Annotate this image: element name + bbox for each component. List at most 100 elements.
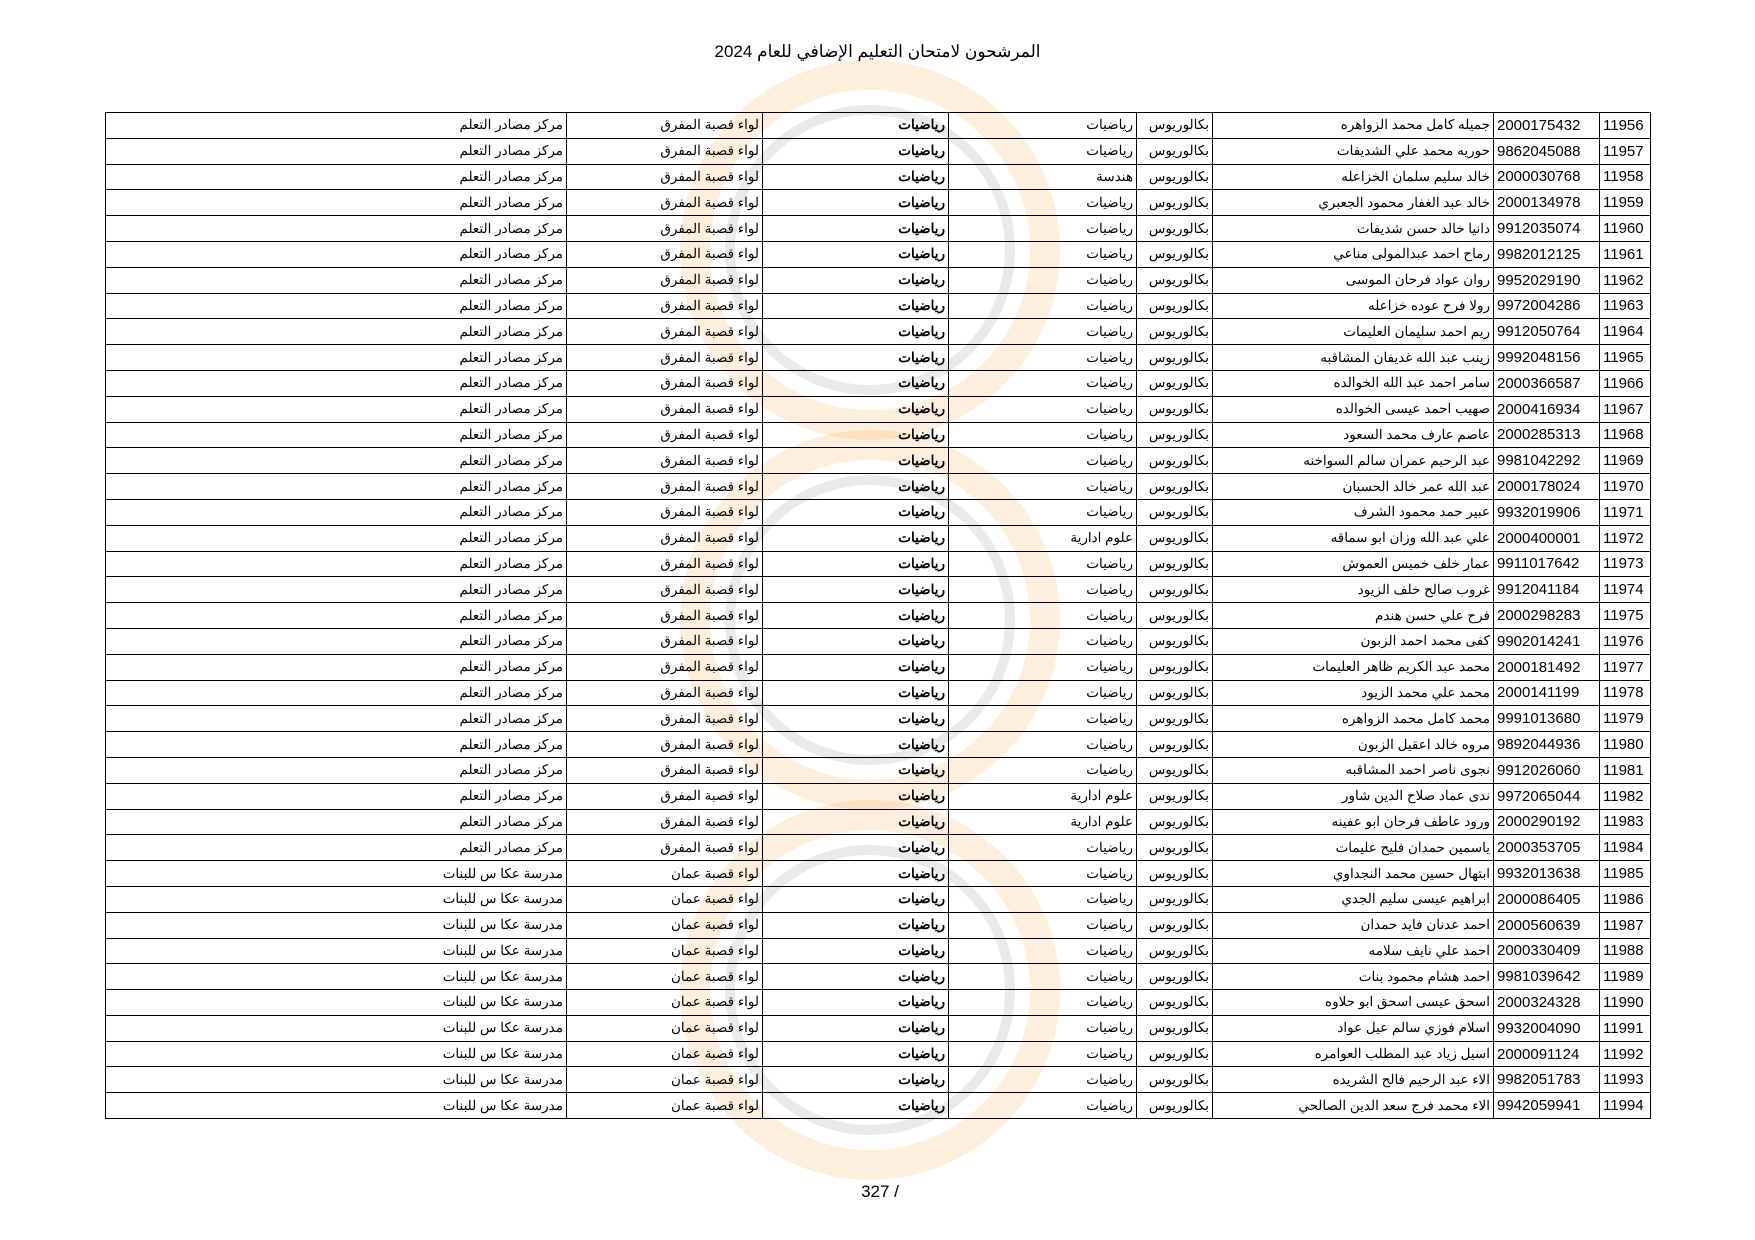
exam-center-cell: مدرسة عكا س للبنات <box>105 937 567 965</box>
degree-cell: بكالوريوس <box>1136 705 1213 733</box>
national-id-cell: 9982051783 <box>1493 1066 1600 1094</box>
subject-cell: رياضيات <box>762 963 949 991</box>
major-cell: رياضيات <box>948 679 1137 707</box>
seat-number-cell: 11956 <box>1599 112 1651 139</box>
major-cell: رياضيات <box>948 1040 1137 1068</box>
directorate-cell: لواء قصبة عمان <box>566 860 763 887</box>
major-cell: رياضيات <box>948 498 1137 526</box>
major-cell: رياضيات <box>948 963 1137 991</box>
directorate-cell: لواء قصبة المفرق <box>566 524 763 552</box>
table-row: 11968 2000285313 عاصم عارف محمد السعود بكال… <box>105 421 1651 449</box>
table-row: 11994 9942059941 الاء محمد فرج سعد الدين ا… <box>105 1092 1651 1120</box>
exam-center-cell: مركز مصادر التعلم <box>105 240 567 268</box>
table-row: 11981 9912026060 نجوى ناصر احمد المشاقبه بك… <box>105 756 1651 784</box>
seat-number-cell: 11989 <box>1599 963 1651 991</box>
major-cell: رياضيات <box>948 860 1137 887</box>
candidate-name-cell: فرح علي حسن هندم <box>1212 602 1494 629</box>
directorate-cell: لواء قصبة المفرق <box>566 576 763 604</box>
degree-cell: بكالوريوس <box>1136 369 1213 397</box>
table-row: 11961 9982012125 رماح احمد عبدالمولى مناعي… <box>105 240 1651 268</box>
seat-number-cell: 11983 <box>1599 808 1651 836</box>
national-id-cell: 9992048156 <box>1493 344 1600 371</box>
subject-cell: رياضيات <box>762 679 949 707</box>
candidate-name-cell: رولا فرح عوده خزاعله <box>1212 292 1494 320</box>
table-row: 11956 2000175432 جميله كامل محمد الزواهره ب… <box>105 112 1651 139</box>
degree-cell: بكالوريوس <box>1136 215 1213 242</box>
candidate-name-cell: علي عبد الله وزان ابو سماقه <box>1212 524 1494 552</box>
national-id-cell: 2000141199 <box>1493 679 1600 707</box>
table-row: 11959 2000134978 خالد عبد الغفار محمود الج… <box>105 189 1651 217</box>
seat-number-cell: 11988 <box>1599 937 1651 965</box>
degree-cell: بكالوريوس <box>1136 782 1213 810</box>
exam-center-cell: مركز مصادر التعلم <box>105 756 567 784</box>
subject-cell: رياضيات <box>762 782 949 810</box>
table-row: 11966 2000366587 سامر احمد عبد الله الخوال… <box>105 369 1651 397</box>
directorate-cell: لواء قصبة المفرق <box>566 163 763 191</box>
seat-number-cell: 11973 <box>1599 550 1651 578</box>
exam-center-cell: مركز مصادر التعلم <box>105 292 567 320</box>
major-cell: رياضيات <box>948 318 1137 346</box>
table-row: 11978 2000141199 محمد علي محمد الزيود بكالو… <box>105 679 1651 707</box>
exam-center-cell: مركز مصادر التعلم <box>105 189 567 217</box>
subject-cell: رياضيات <box>762 1040 949 1068</box>
major-cell: رياضيات <box>948 395 1137 423</box>
candidate-name-cell: الاء محمد فرج سعد الدين الصالحي <box>1212 1092 1494 1120</box>
directorate-cell: لواء قصبة عمان <box>566 989 763 1016</box>
candidate-name-cell: محمد كامل محمد الزواهره <box>1212 705 1494 733</box>
seat-number-cell: 11974 <box>1599 576 1651 604</box>
major-cell: رياضيات <box>948 344 1137 371</box>
national-id-cell: 9972065044 <box>1493 782 1600 810</box>
table-row: 11965 9992048156 زينب عبد الله غديفان المش… <box>105 344 1651 371</box>
table-row: 11980 9892044936 مروه خالد اعقيل الزبون بكا… <box>105 731 1651 758</box>
seat-number-cell: 11966 <box>1599 369 1651 397</box>
national-id-cell: 2000298283 <box>1493 602 1600 629</box>
degree-cell: بكالوريوس <box>1136 911 1213 939</box>
major-cell: رياضيات <box>948 240 1137 268</box>
candidate-name-cell: صهيب احمد عيسى الخوالده <box>1212 395 1494 423</box>
degree-cell: بكالوريوس <box>1136 756 1213 784</box>
national-id-cell: 9912050764 <box>1493 318 1600 346</box>
directorate-cell: لواء قصبة المفرق <box>566 756 763 784</box>
table-row: 11957 9862045088 حوريه محمد علي الشديفات بك… <box>105 137 1651 165</box>
directorate-cell: لواء قصبة المفرق <box>566 602 763 629</box>
exam-center-cell: مدرسة عكا س للبنات <box>105 860 567 887</box>
degree-cell: بكالوريوس <box>1136 318 1213 346</box>
degree-cell: بكالوريوس <box>1136 473 1213 500</box>
degree-cell: بكالوريوس <box>1136 550 1213 578</box>
table-row: 11989 9981039642 احمد هشام محمود بنات بكالو… <box>105 963 1651 991</box>
seat-number-cell: 11994 <box>1599 1092 1651 1120</box>
table-row: 11985 9932013638 ابتهال حسين محمد النجداوي… <box>105 860 1651 887</box>
subject-cell: رياضيات <box>762 1092 949 1120</box>
candidate-name-cell: ندى عماد صلاح الدين شاور <box>1212 782 1494 810</box>
seat-number-cell: 11959 <box>1599 189 1651 217</box>
national-id-cell: 9911017642 <box>1493 550 1600 578</box>
subject-cell: رياضيات <box>762 344 949 371</box>
candidate-name-cell: اسيل زياد عبد المطلب العوامره <box>1212 1040 1494 1068</box>
candidate-name-cell: ريم احمد سليمان العليمات <box>1212 318 1494 346</box>
table-row: 11977 2000181492 محمد عبد الكريم ظاهر العل… <box>105 653 1651 681</box>
subject-cell: رياضيات <box>762 318 949 346</box>
subject-cell: رياضيات <box>762 292 949 320</box>
major-cell: رياضيات <box>948 447 1137 475</box>
degree-cell: بكالوريوس <box>1136 1092 1213 1120</box>
directorate-cell: لواء قصبة المفرق <box>566 782 763 810</box>
subject-cell: رياضيات <box>762 808 949 836</box>
degree-cell: بكالوريوس <box>1136 189 1213 217</box>
seat-number-cell: 11981 <box>1599 756 1651 784</box>
degree-cell: بكالوريوس <box>1136 679 1213 707</box>
degree-cell: بكالوريوس <box>1136 344 1213 371</box>
degree-cell: بكالوريوس <box>1136 1014 1213 1042</box>
candidate-name-cell: حوريه محمد علي الشديفات <box>1212 137 1494 165</box>
degree-cell: بكالوريوس <box>1136 627 1213 655</box>
candidate-name-cell: عبد الرحيم عمران سالم السواخنه <box>1212 447 1494 475</box>
major-cell: رياضيات <box>948 576 1137 604</box>
exam-center-cell: مركز مصادر التعلم <box>105 550 567 578</box>
major-cell: رياضيات <box>948 1014 1137 1042</box>
seat-number-cell: 11984 <box>1599 834 1651 862</box>
major-cell: هندسة <box>948 163 1137 191</box>
exam-center-cell: مركز مصادر التعلم <box>105 602 567 629</box>
directorate-cell: لواء قصبة المفرق <box>566 627 763 655</box>
candidate-name-cell: محمد علي محمد الزيود <box>1212 679 1494 707</box>
table-row: 11988 2000330409 احمد علي نايف سلامه بكالور… <box>105 937 1651 965</box>
major-cell: رياضيات <box>948 885 1137 913</box>
